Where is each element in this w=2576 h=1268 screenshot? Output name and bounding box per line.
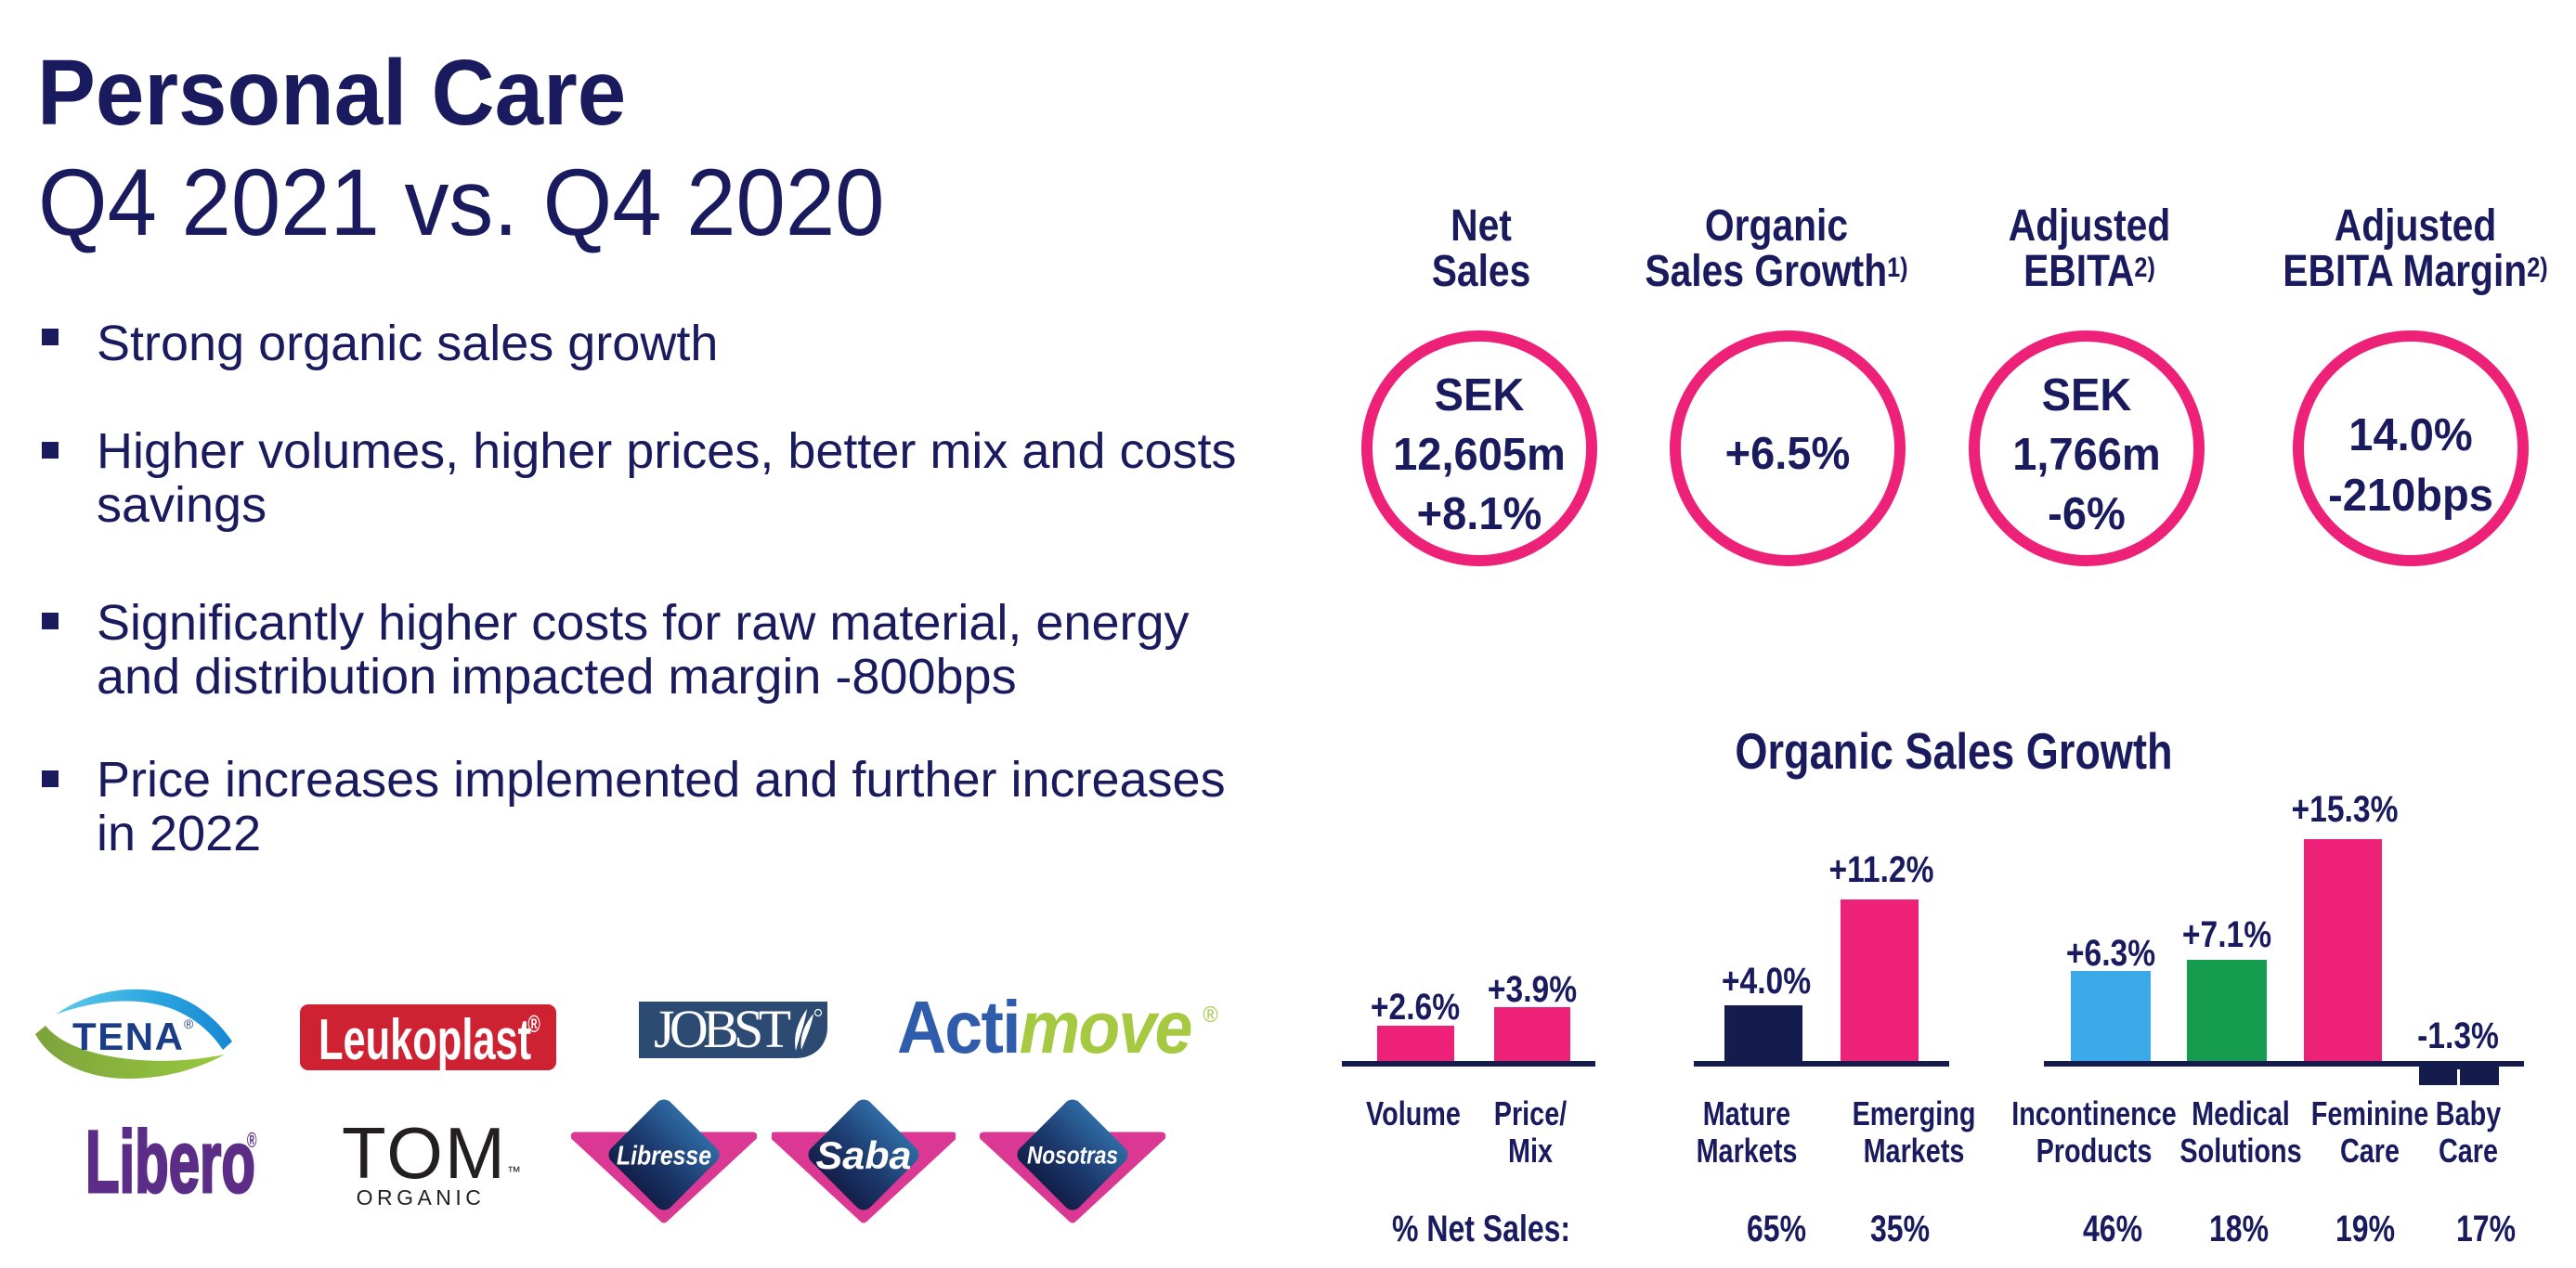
svg-text:JOBST: JOBST: [654, 1002, 791, 1058]
svg-text:Libresse: Libresse: [617, 1141, 711, 1171]
svg-text:TENA: TENA: [72, 1015, 183, 1058]
svg-text:®: ®: [184, 1016, 194, 1031]
svg-text:Nosotras: Nosotras: [1027, 1142, 1118, 1170]
svg-text:Saba: Saba: [816, 1133, 912, 1177]
